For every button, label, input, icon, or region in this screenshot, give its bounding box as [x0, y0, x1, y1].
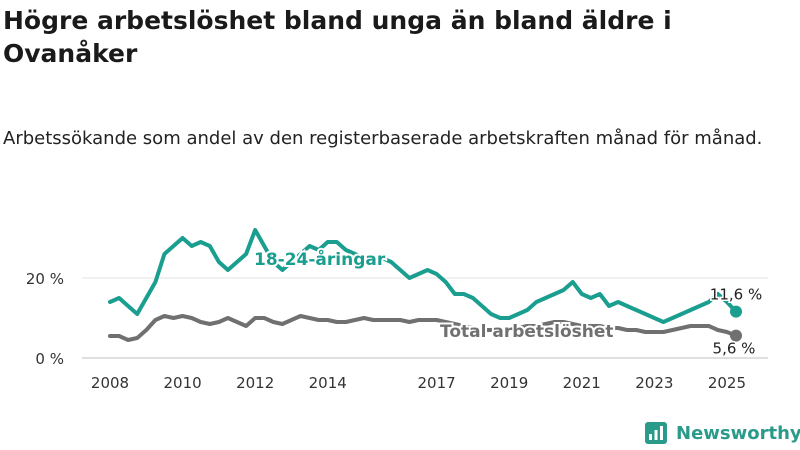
- series-line-youth: [108, 228, 738, 324]
- x-tick-label: 2021: [563, 374, 601, 392]
- series-end-label: 11,6 %: [710, 286, 762, 304]
- series-end-marker: [730, 329, 742, 342]
- newsworthy-logo-icon: [645, 422, 667, 444]
- y-tick-label: 0 %: [35, 350, 64, 368]
- x-tick-label: 2019: [490, 374, 528, 392]
- series-line-total: [108, 314, 738, 342]
- x-tick-label: 2023: [635, 374, 673, 392]
- x-tick-label: 2014: [309, 374, 347, 392]
- x-tick-label: 2017: [418, 374, 456, 392]
- series-end-marker: [730, 305, 742, 318]
- x-tick-label: 2010: [163, 374, 201, 392]
- y-tick-label: 20 %: [26, 270, 64, 288]
- brand-name: Newsworthy: [676, 422, 800, 444]
- series-label: 18-24-åringar: [254, 248, 386, 270]
- chart-title: Högre arbetslöshet bland unga än bland ä…: [3, 6, 672, 68]
- chart-subtitle: Arbetssökande som andel av den registerb…: [3, 128, 763, 149]
- series-end-label: 5,6 %: [713, 340, 756, 358]
- x-tick-label: 2008: [91, 374, 129, 392]
- series-label: Total arbetslöshet: [440, 322, 614, 342]
- x-tick-label: 2025: [708, 374, 746, 392]
- newsworthy-brand: Newsworthy: [644, 419, 800, 447]
- x-tick-label: 2012: [236, 374, 274, 392]
